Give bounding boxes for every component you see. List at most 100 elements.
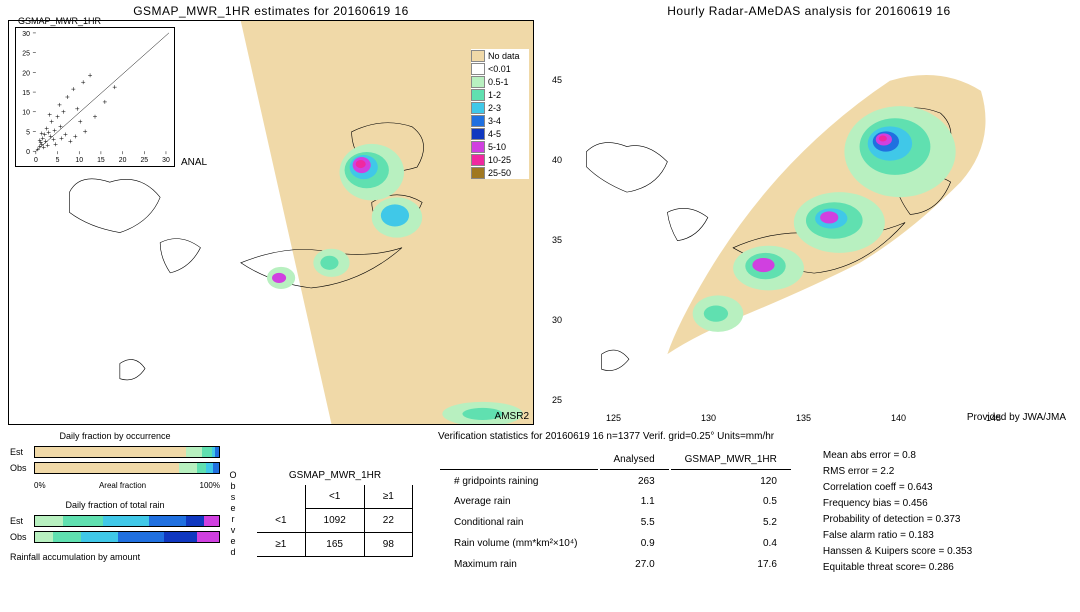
error-metric: False alarm ratio = 0.183	[823, 528, 972, 544]
radar-map: Provided by JWA/JMA 12513013514014525303…	[546, 20, 1072, 425]
lat-tick: 25	[552, 395, 562, 405]
stats-row-label: Conditional rain	[440, 513, 598, 532]
legend-swatch	[471, 76, 485, 88]
frac-segment	[215, 447, 219, 457]
legend-swatch	[471, 63, 485, 75]
frac-segment	[118, 532, 164, 542]
legend-label: 10-25	[488, 155, 511, 165]
lat-tick: 40	[552, 155, 562, 165]
legend-label: 0.5-1	[488, 77, 509, 87]
frac-segment	[164, 532, 197, 542]
ct-row-0: <1	[257, 509, 305, 533]
occur-title: Daily fraction by occurrence	[10, 431, 220, 441]
frac-bar	[34, 462, 220, 474]
axis-100pct: 100%	[200, 481, 220, 490]
frac-row-label: Obs	[10, 463, 34, 473]
frac-bar	[34, 446, 220, 458]
stats-val-a: 0.9	[600, 534, 669, 553]
stats-col-a: Analysed	[600, 450, 669, 470]
contingency-panel: GSMAP_MWR_1HR <1 ≥1 <1 1092 22 ≥1 165	[240, 470, 430, 557]
svg-text:20: 20	[119, 157, 127, 164]
legend-label: 2-3	[488, 103, 501, 113]
svg-text:0: 0	[34, 157, 38, 164]
legend-row-1: <0.01	[471, 62, 529, 75]
svg-text:10: 10	[22, 110, 30, 117]
error-metric: Probability of detection = 0.373	[823, 512, 972, 528]
legend-swatch	[471, 115, 485, 127]
frac-bar	[34, 515, 220, 527]
radar-panel: Hourly Radar-AMeDAS analysis for 2016061…	[546, 4, 1072, 425]
frac-segment	[35, 447, 186, 457]
frac-row-est: Est	[10, 445, 220, 459]
legend-row-6: 4-5	[471, 127, 529, 140]
legend-row-7: 5-10	[471, 140, 529, 153]
frac-bar	[34, 531, 220, 543]
legend-row-0: No data	[471, 49, 529, 62]
error-metrics: Mean abs error = 0.8RMS error = 2.2Corre…	[823, 448, 972, 576]
svg-text:5: 5	[26, 129, 30, 136]
frac-row-obs: Obs	[10, 461, 220, 475]
svg-text:10: 10	[75, 157, 83, 164]
ct-cell-00: 1092	[305, 509, 364, 533]
observed-side-label: Observed	[228, 470, 238, 558]
frac-segment	[186, 516, 204, 526]
stats-row: Average rain 1.1 0.5	[440, 493, 791, 512]
legend-row-3: 1-2	[471, 88, 529, 101]
sensor-label: AMSR2	[495, 411, 529, 422]
lat-tick: 45	[552, 75, 562, 85]
frac-segment	[202, 447, 211, 457]
stats-val-a: 27.0	[600, 555, 669, 574]
gsmap-panel: GSMAP_MWR_1HR estimates for 20160619 16	[8, 4, 534, 425]
ct-row-1: ≥1	[257, 533, 305, 557]
stats-row: Rain volume (mm*km²×10⁴) 0.9 0.4	[440, 534, 791, 553]
lon-tick: 135	[796, 413, 811, 423]
stats-val-b: 17.6	[671, 555, 791, 574]
contingency-table: <1 ≥1 <1 1092 22 ≥1 165 98	[257, 485, 413, 557]
anal-label: ANAL	[181, 157, 207, 168]
stats-panel: Verification statistics for 20160619 16 …	[438, 431, 1070, 596]
ct-col-0: <1	[305, 485, 364, 509]
frac-segment	[197, 463, 206, 473]
lon-tick: 125	[606, 413, 621, 423]
legend-swatch	[471, 128, 485, 140]
frac-segment	[35, 516, 63, 526]
stats-val-b: 0.4	[671, 534, 791, 553]
stats-val-b: 0.5	[671, 493, 791, 512]
ct-col-1: ≥1	[364, 485, 412, 509]
stats-row: Conditional rain 5.5 5.2	[440, 513, 791, 532]
legend-row-9: 25-50	[471, 166, 529, 179]
frac-segment	[103, 516, 149, 526]
legend-swatch	[471, 167, 485, 179]
frac-row-label: Obs	[10, 532, 34, 542]
radar-title: Hourly Radar-AMeDAS analysis for 2016061…	[667, 4, 950, 18]
svg-text:0: 0	[26, 149, 30, 156]
error-metric: Correlation coeff = 0.643	[823, 480, 972, 496]
frac-segment	[204, 516, 219, 526]
lat-tick: 30	[552, 315, 562, 325]
legend-row-5: 3-4	[471, 114, 529, 127]
frac-segment	[35, 532, 53, 542]
stats-row-label: Average rain	[440, 493, 598, 512]
frac-segment	[81, 532, 118, 542]
ct-title: GSMAP_MWR_1HR	[289, 470, 381, 481]
scatter-svg: 051015202530 051015202530	[16, 28, 174, 166]
legend-label: 5-10	[488, 142, 506, 152]
gsmap-title: GSMAP_MWR_1HR estimates for 20160619 16	[133, 4, 409, 18]
fraction-panel: Daily fraction by occurrence EstObs 0% A…	[10, 431, 220, 596]
stats-val-a: 1.1	[600, 493, 669, 512]
legend-swatch	[471, 89, 485, 101]
stats-row-label: Maximum rain	[440, 555, 598, 574]
frac-segment	[197, 532, 219, 542]
legend-row-4: 2-3	[471, 101, 529, 114]
stats-val-b: 5.2	[671, 513, 791, 532]
error-metric: Equitable threat score= 0.286	[823, 560, 972, 576]
scatter-title: GSMAP_MWR_1HR	[18, 16, 101, 26]
stats-val-a: 263	[600, 472, 669, 491]
stats-row: # gridpoints raining 263 120	[440, 472, 791, 491]
frac-row-label: Est	[10, 447, 34, 457]
legend-row-2: 0.5-1	[471, 75, 529, 88]
stats-col-b: GSMAP_MWR_1HR	[671, 450, 791, 470]
frac-segment	[53, 532, 81, 542]
svg-text:15: 15	[22, 90, 30, 97]
frac-segment	[179, 463, 197, 473]
